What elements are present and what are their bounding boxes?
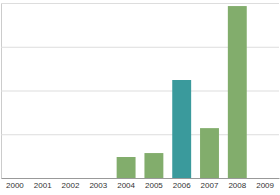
x-tick-label: 2006 xyxy=(173,181,191,190)
bar xyxy=(33,178,52,179)
x-tick: 2003 xyxy=(89,178,107,190)
bars xyxy=(117,6,247,178)
x-tick-label: 2003 xyxy=(89,181,107,190)
x-tick: 2001 xyxy=(34,178,52,190)
x-tick: 2009 xyxy=(256,178,274,190)
bar xyxy=(5,178,24,179)
x-tick-label: 2001 xyxy=(34,181,52,190)
x-tick: 2008 xyxy=(228,178,246,190)
bar xyxy=(144,153,163,178)
y-tick xyxy=(1,3,279,4)
bar xyxy=(200,128,219,178)
x-tick: 2004 xyxy=(117,178,135,190)
x-axis: 2000 2001 2002 2003 2004 2005 2006 2007 2008 2009 xyxy=(2,178,280,190)
bar xyxy=(256,178,275,179)
x-tick: 2000 xyxy=(6,178,24,190)
x-tick: 2002 xyxy=(62,178,80,190)
x-axis-line xyxy=(2,178,280,179)
bar xyxy=(172,80,191,178)
x-tick-label: 2009 xyxy=(256,181,274,190)
y-tick xyxy=(1,178,279,179)
x-tick-label: 2000 xyxy=(6,181,24,190)
x-tick-label: 2005 xyxy=(145,181,163,190)
bar xyxy=(117,157,136,178)
bar xyxy=(61,178,80,179)
x-tick-label: 2007 xyxy=(201,181,219,190)
grid-line xyxy=(1,178,279,179)
bar xyxy=(89,178,108,179)
grid-line xyxy=(1,3,279,4)
y-axis-line xyxy=(2,4,280,179)
x-tick-label: 2002 xyxy=(62,181,80,190)
y-axis xyxy=(1,4,279,179)
x-tick: 2005 xyxy=(145,178,163,190)
plot: 2000 2001 2002 2003 2004 2005 2006 2007 2008 2009 xyxy=(1,4,280,190)
x-tick-label: 2004 xyxy=(117,181,135,190)
x-tick: 2007 xyxy=(201,178,219,190)
x-tick-label: 2008 xyxy=(228,181,246,190)
chart: 2000 2001 2002 2003 2004 2005 2006 2007 2008 2009 xyxy=(0,0,280,195)
bar xyxy=(228,6,247,178)
x-tick: 2006 xyxy=(173,178,191,190)
